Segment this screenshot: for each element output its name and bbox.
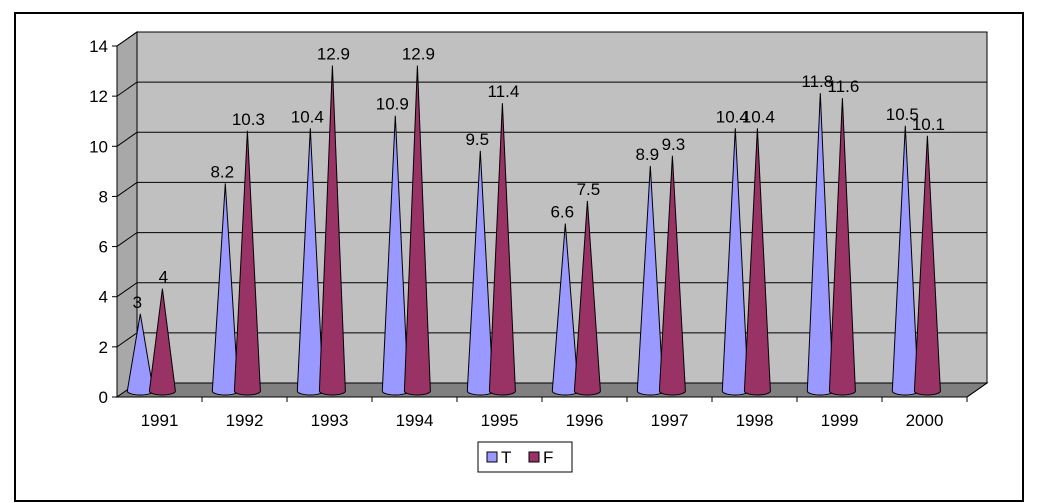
data-label: 10.4: [716, 107, 749, 126]
cone-shape: [148, 288, 176, 396]
data-label: 10.4: [742, 107, 775, 126]
y-tick-label: 14: [89, 37, 108, 56]
legend-label-F: F: [543, 448, 553, 467]
gridline: [116, 181, 987, 197]
data-label: 3: [133, 293, 142, 312]
data-label: 10.4: [291, 107, 324, 126]
cone-F-1994: 12.9: [402, 45, 435, 396]
data-label: 10.9: [376, 95, 409, 114]
data-label: 6.6: [550, 203, 574, 222]
floor-edge: [966, 382, 988, 398]
gridline: [116, 131, 987, 147]
y-tick-label: 12: [89, 87, 108, 106]
cone-shape: [743, 128, 771, 396]
legend-label-T: T: [501, 448, 511, 467]
data-label: 9.5: [465, 130, 489, 149]
cone-shape: [573, 200, 601, 396]
cone-shape: [828, 98, 856, 396]
cone-T-2000: 10.5: [886, 105, 919, 396]
x-tick-label: 1993: [311, 411, 349, 430]
cone-T-1998: 10.4: [716, 107, 749, 396]
data-label: 8.2: [210, 162, 234, 181]
x-tick-label: 1992: [226, 411, 264, 430]
cone-F-1996: 7.5: [573, 180, 601, 396]
x-tick-label: 1997: [651, 411, 689, 430]
cone-shape: [318, 65, 346, 396]
data-label: 7.5: [577, 180, 601, 199]
x-tick-label: 1995: [481, 411, 519, 430]
cone-F-1995: 11.4: [487, 82, 519, 396]
gridline: [116, 81, 987, 97]
data-label: 10.5: [886, 105, 919, 124]
x-tick-label: 1991: [141, 411, 179, 430]
cone-shape: [403, 65, 431, 396]
legend-swatch-F: [528, 451, 540, 463]
y-tick-label: 0: [99, 388, 108, 407]
y-tick-label: 8: [99, 187, 108, 206]
y-tick-label: 4: [99, 288, 108, 307]
data-label: 11.4: [487, 82, 519, 101]
x-tick-label: 2000: [906, 411, 944, 430]
cone-F-1999: 11.6: [827, 77, 859, 396]
cone-F-1992: 10.3: [232, 110, 265, 396]
data-label: 10.3: [232, 110, 265, 129]
cone-F-1997: 9.3: [658, 135, 686, 396]
cone-shape: [913, 135, 941, 396]
cone-F-2000: 10.1: [912, 115, 945, 396]
cone-F-1991: 4: [148, 268, 176, 396]
gridline: [116, 282, 987, 298]
cone-shape: [658, 155, 686, 396]
data-label: 8.9: [635, 145, 659, 164]
side-wall: [116, 31, 138, 398]
cone-shape: [233, 130, 261, 396]
x-tick-label: 1996: [566, 411, 604, 430]
cone-shape: [488, 103, 516, 396]
x-tick-label: 1994: [396, 411, 434, 430]
data-label: 10.1: [912, 115, 945, 134]
cone-T-1999: 11.8: [801, 72, 834, 396]
data-label: 11.8: [801, 72, 833, 91]
data-label: 4: [159, 268, 168, 287]
cone-F-1998: 10.4: [742, 107, 775, 396]
data-label: 12.9: [317, 45, 350, 64]
y-tick-label: 6: [99, 238, 108, 257]
data-label: 12.9: [402, 45, 435, 64]
x-tick-label: 1998: [736, 411, 774, 430]
data-label: 11.6: [827, 77, 859, 96]
legend-swatch-T: [486, 451, 498, 463]
x-tick-label: 1999: [821, 411, 859, 430]
cone-F-1993: 12.9: [317, 45, 350, 396]
y-tick-label: 10: [89, 137, 108, 156]
gridline: [116, 31, 987, 47]
gridline: [116, 232, 987, 247]
y-tick-label: 2: [99, 338, 108, 357]
data-label: 9.3: [662, 135, 686, 154]
cone-T-1997: 8.9: [635, 145, 664, 396]
